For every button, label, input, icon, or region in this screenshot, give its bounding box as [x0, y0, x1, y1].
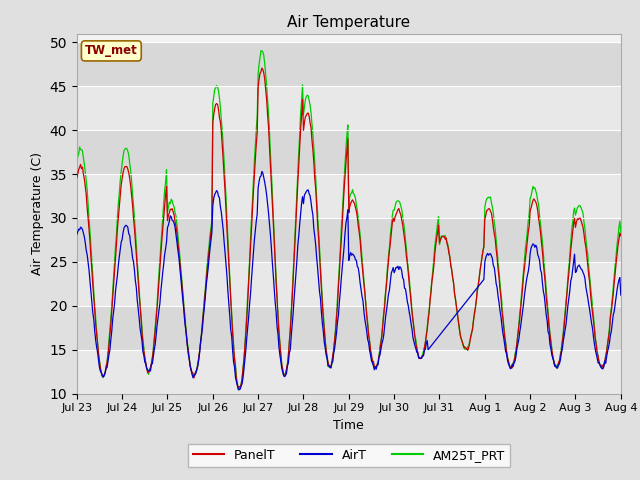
AM25T_PRT: [522, 245, 529, 251]
AirT: [258, 168, 266, 174]
Line: AM25T_PRT: AM25T_PRT: [77, 51, 621, 390]
AM25T_PRT: [617, 229, 625, 235]
AirT: [406, 314, 414, 320]
PanelT: [73, 175, 81, 180]
AM25T_PRT: [150, 335, 158, 341]
AM25T_PRT: [477, 262, 485, 267]
AM25T_PRT: [257, 48, 265, 54]
Bar: [77, 42, 621, 86]
AirT: [236, 387, 243, 393]
PanelT: [258, 65, 266, 71]
PanelT: [414, 349, 422, 355]
AM25T_PRT: [414, 351, 422, 357]
Bar: [77, 130, 621, 174]
AirT: [522, 285, 529, 290]
Bar: [77, 262, 621, 306]
Bar: [77, 306, 621, 350]
AirT: [454, 309, 462, 314]
PanelT: [406, 290, 414, 296]
Line: PanelT: PanelT: [77, 68, 621, 388]
PanelT: [617, 233, 625, 239]
Bar: [77, 218, 621, 262]
Bar: [77, 174, 621, 218]
Bar: [77, 86, 621, 130]
Legend: PanelT, AirT, AM25T_PRT: PanelT, AirT, AM25T_PRT: [188, 444, 510, 467]
PanelT: [477, 261, 485, 267]
Line: AirT: AirT: [77, 171, 621, 390]
AirT: [150, 347, 158, 352]
Title: Air Temperature: Air Temperature: [287, 15, 410, 30]
Text: TW_met: TW_met: [85, 44, 138, 58]
X-axis label: Time: Time: [333, 419, 364, 432]
PanelT: [522, 256, 529, 262]
Bar: [77, 350, 621, 394]
PanelT: [150, 338, 158, 344]
AM25T_PRT: [234, 387, 242, 393]
PanelT: [236, 385, 244, 391]
AirT: [477, 280, 485, 286]
AM25T_PRT: [73, 161, 81, 167]
AM25T_PRT: [406, 287, 414, 292]
AirT: [414, 350, 422, 356]
AirT: [73, 231, 81, 237]
AM25T_PRT: [454, 317, 462, 323]
Y-axis label: Air Temperature (C): Air Temperature (C): [31, 152, 44, 275]
PanelT: [454, 319, 462, 324]
AirT: [617, 292, 625, 298]
